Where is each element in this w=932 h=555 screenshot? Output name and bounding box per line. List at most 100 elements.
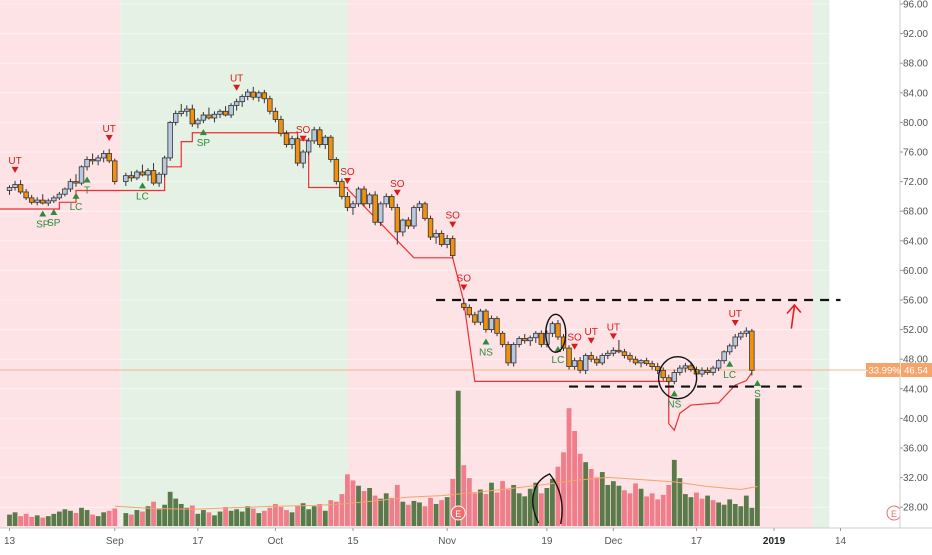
volume-bar: [218, 512, 223, 526]
candle[interactable]: [268, 96, 273, 115]
candle-body: [583, 356, 588, 371]
candle-body: [124, 176, 129, 182]
candle[interactable]: [484, 309, 489, 333]
volume-bar: [74, 513, 79, 526]
earnings-marker-icon[interactable]: E: [451, 506, 465, 520]
candle[interactable]: [428, 216, 433, 240]
candle[interactable]: [378, 202, 383, 226]
volume-bar: [472, 493, 477, 526]
candle-body: [218, 111, 223, 114]
volume-bar: [173, 499, 178, 526]
volume-bar: [223, 507, 228, 526]
candle[interactable]: [567, 345, 572, 369]
candle-body: [678, 368, 683, 372]
candle[interactable]: [329, 135, 334, 162]
candle[interactable]: [334, 157, 339, 184]
candle-body: [329, 137, 334, 159]
volume-bar: [162, 505, 167, 526]
signal-label: T: [84, 186, 90, 197]
volume-bar: [301, 503, 306, 526]
candle[interactable]: [79, 165, 84, 185]
volume-bar: [633, 483, 638, 526]
candle[interactable]: [362, 186, 367, 207]
candle-body: [268, 99, 273, 112]
volume-bar: [700, 499, 705, 526]
volume-bar: [63, 509, 68, 526]
candle[interactable]: [356, 187, 361, 207]
candle-body: [473, 315, 478, 322]
x-tick-label: Dec: [604, 536, 622, 547]
candle-body: [57, 194, 62, 198]
candle-body: [373, 195, 378, 222]
signal-label: S: [754, 389, 761, 400]
volume-bar: [439, 500, 444, 526]
candle-body: [495, 319, 500, 334]
signal-label: UT: [8, 156, 21, 167]
volume-bar: [57, 512, 62, 526]
volume-bar: [290, 512, 295, 526]
volume-bar: [184, 508, 189, 526]
candle[interactable]: [423, 202, 428, 221]
candle[interactable]: [162, 156, 167, 177]
candle-body: [500, 333, 505, 344]
candle-body: [101, 153, 106, 157]
candle-body: [362, 189, 367, 204]
volume-bar: [201, 510, 206, 526]
candle[interactable]: [750, 329, 755, 376]
volume-bar: [7, 515, 12, 526]
candle-body: [534, 333, 539, 337]
candle-body: [340, 182, 345, 197]
candle[interactable]: [495, 316, 500, 336]
candle-body: [744, 331, 749, 333]
candle-body: [689, 366, 694, 370]
x-tick-label: 19: [541, 536, 553, 547]
candle[interactable]: [340, 179, 345, 200]
volume-bar: [367, 488, 372, 526]
volume-bar: [417, 502, 422, 526]
candle-body: [68, 182, 73, 189]
volume-bar: [35, 515, 40, 526]
earnings-label: E: [891, 509, 897, 519]
candle[interactable]: [412, 205, 417, 229]
y-tick-label: 52.00: [903, 325, 928, 336]
candle[interactable]: [112, 159, 117, 185]
change-badge-text: -33.99%: [865, 366, 901, 377]
volume-bar: [428, 498, 433, 526]
candle-body: [600, 356, 605, 363]
volume-bar: [90, 515, 95, 526]
candle-body: [467, 307, 472, 314]
candle-body: [550, 324, 555, 334]
volume-bar: [373, 496, 378, 526]
volume-bar: [489, 483, 494, 526]
volume-bar: [273, 504, 278, 526]
candle-body: [7, 188, 12, 191]
candle[interactable]: [317, 127, 322, 148]
candle-body: [312, 130, 317, 141]
volume-bar: [689, 497, 694, 526]
candle[interactable]: [450, 236, 455, 259]
candle-body: [317, 130, 322, 145]
candle[interactable]: [511, 342, 516, 366]
volume-bar: [46, 516, 51, 526]
candle[interactable]: [168, 121, 173, 161]
volume-bar: [434, 504, 439, 526]
volume-bar: [583, 462, 588, 526]
candle-body: [738, 333, 743, 337]
candle-body: [384, 196, 389, 203]
signal-label: SO: [445, 211, 460, 222]
candle[interactable]: [295, 136, 300, 166]
candle-body: [240, 97, 245, 102]
candle-body: [351, 204, 356, 208]
candle-body: [750, 331, 755, 370]
volume-bar: [484, 494, 489, 526]
volume-bar: [207, 512, 212, 526]
candle-body: [301, 152, 306, 163]
candle-body: [273, 111, 278, 119]
candle-body: [207, 115, 212, 118]
candle-body: [323, 137, 328, 144]
earnings-marker-icon[interactable]: E: [887, 506, 901, 520]
candle[interactable]: [373, 191, 378, 225]
candle[interactable]: [506, 341, 511, 365]
